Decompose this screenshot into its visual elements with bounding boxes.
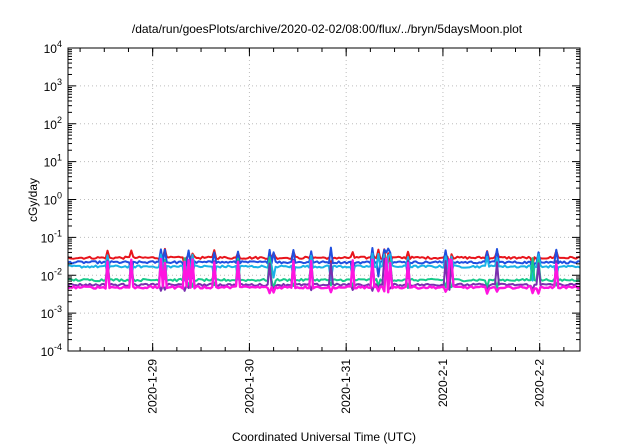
data-series-line — [67, 257, 581, 295]
x-tick-label: 2020-1-30 — [242, 359, 256, 414]
data-series-line — [67, 247, 581, 269]
x-axis: 2020-1-29 2020-1-30 2020-1-31 2020-2-1 2020-… — [79, 48, 565, 414]
y-axis: 10-4 10-3 10-2 10-1 100 101 102 103 104 — [41, 39, 580, 359]
y-tick-label: 10-1 — [41, 228, 62, 245]
series-layer — [67, 246, 581, 295]
y-tick-label: 10-2 — [41, 266, 62, 283]
data-series-line — [67, 257, 581, 293]
y-tick-label: 10-3 — [41, 304, 62, 321]
y-tick-label: 103 — [44, 77, 62, 94]
x-tick-label: 2020-2-1 — [436, 359, 450, 407]
grid — [68, 48, 580, 351]
data-series-line — [68, 252, 581, 282]
y-axis-label: cGy/day — [26, 178, 40, 222]
x-tick-label: 2020-1-31 — [339, 359, 353, 414]
y-tick-label: 101 — [44, 153, 62, 170]
x-tick-label: 2020-2-2 — [533, 359, 547, 407]
y-tick-label: 102 — [44, 115, 62, 132]
data-series-line — [67, 246, 581, 280]
y-tick-label: 10-4 — [41, 342, 62, 359]
x-tick-label: 2020-1-29 — [146, 359, 160, 414]
chart-title: /data/run/goesPlots/archive/2020-02-02/0… — [132, 22, 523, 36]
x-axis-label: Coordinated Universal Time (UTC) — [232, 430, 416, 444]
y-tick-label: 100 — [44, 191, 62, 208]
y-tick-label: 104 — [44, 39, 62, 56]
